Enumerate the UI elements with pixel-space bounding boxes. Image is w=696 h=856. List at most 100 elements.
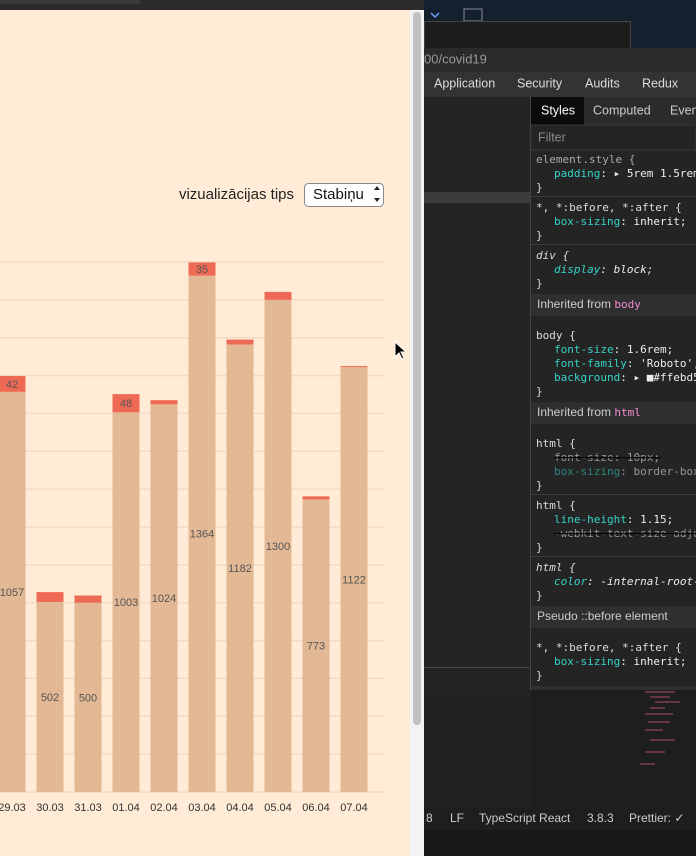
status-bar <box>424 808 696 830</box>
value-label: 1057 <box>0 587 24 599</box>
bar-segment <box>188 262 216 276</box>
styles: element.style {padding: ▸ 5rem 1.5rem;} *… <box>531 153 696 703</box>
bar-segment <box>74 602 102 792</box>
minimap <box>640 691 680 765</box>
property: box-sizing <box>554 465 620 478</box>
elements-pane <box>424 97 531 690</box>
bar-segment <box>302 499 330 792</box>
status-item[interactable]: 3.8.3 <box>587 811 614 825</box>
x-tick-label: 29.03 <box>0 802 26 814</box>
value-label: 1024 <box>152 593 176 605</box>
declaration: font-size: 1.6rem; <box>554 343 673 356</box>
selector: html { <box>536 437 576 450</box>
value: : ▸ ■#ffebd5 <box>620 371 696 384</box>
x-tick-label: 04.04 <box>226 802 254 814</box>
tab[interactable]: Security <box>517 76 563 90</box>
filter[interactable]: Filter <box>538 130 566 144</box>
active-tab <box>531 97 584 125</box>
select-value: Stabiņu <box>313 186 364 203</box>
value: : ▸ 5rem 1.5rem; <box>600 167 696 180</box>
control-label: vizualizācijas tips <box>179 186 294 203</box>
declaration: padding: ▸ 5rem 1.5rem; <box>554 167 696 180</box>
section-text: Pseudo ::after element <box>537 689 658 703</box>
editor-side <box>424 690 531 808</box>
tab[interactable]: Audits <box>585 76 620 90</box>
value: : -internal-root- <box>587 575 696 588</box>
section-text: Inherited from <box>537 405 614 419</box>
tab[interactable]: Application <box>434 76 495 90</box>
close-brace: } <box>536 589 543 602</box>
declaration: background: ▸ ■#ffebd5 <box>554 371 696 384</box>
declaration: font-size: 10px; <box>554 451 660 464</box>
bar-segment <box>112 394 140 413</box>
bar-segment <box>74 595 102 603</box>
bar-segment <box>226 344 254 792</box>
value-label: 42 <box>6 379 18 391</box>
scrollbar-thumb <box>413 12 421 725</box>
declaration: box-sizing: border-box <box>554 465 696 478</box>
x-tick-label: 02.04 <box>150 802 178 814</box>
bar-segment <box>226 339 254 345</box>
selector: *, *:before, *:after { <box>536 201 682 214</box>
section-from: html <box>614 406 641 419</box>
value-label: 48 <box>120 398 132 410</box>
bar-segment <box>150 400 178 405</box>
declaration: -webkit-text-size-adju <box>554 527 696 540</box>
declaration: display: block; <box>554 263 653 276</box>
section-from: body <box>614 298 641 311</box>
chevron <box>430 12 440 19</box>
bar-segment <box>264 299 292 792</box>
style-tab[interactable]: Styles <box>541 103 575 117</box>
value-label: 35 <box>196 264 208 276</box>
close-brace: } <box>536 385 543 398</box>
selector: body { <box>536 329 576 342</box>
selected-row <box>424 192 531 203</box>
close-brace: } <box>536 669 543 682</box>
value: : border-box <box>620 465 696 478</box>
value: : 10px; <box>614 451 660 464</box>
selector: *, *:before, *:after { <box>536 641 682 654</box>
value-label: 773 <box>307 641 325 653</box>
tab[interactable]: Redux <box>642 76 679 90</box>
value: : 1.6rem; <box>614 343 674 356</box>
declaration: font-family: 'Roboto', <box>554 357 696 370</box>
value-label: 500 <box>79 692 97 704</box>
declaration: box-sizing: inherit; <box>554 655 686 668</box>
select-arrows <box>374 186 380 202</box>
x-tick-label: 31.03 <box>74 802 102 814</box>
selector: element.style { <box>536 153 635 166</box>
value-label: 502 <box>41 692 59 704</box>
close-brace: } <box>536 229 543 242</box>
window <box>424 21 631 50</box>
status-item[interactable]: Prettier: ✓ <box>629 811 684 825</box>
property: -webkit-text-size-adju <box>554 527 696 540</box>
selector: div { <box>536 249 569 262</box>
value-label: 1122 <box>342 575 366 587</box>
style-tab[interactable]: Even <box>670 103 696 117</box>
close-brace: } <box>536 181 543 194</box>
property: font-size <box>554 451 614 464</box>
status-item[interactable]: LF <box>450 811 464 825</box>
status-item[interactable]: 8 <box>426 811 433 825</box>
declaration: box-sizing: inherit; <box>554 215 686 228</box>
x-tick-label: 03.04 <box>188 802 216 814</box>
url: 00/covid19 <box>424 51 487 66</box>
x-tick-label: 06.04 <box>302 802 330 814</box>
value: : inherit; <box>620 655 686 668</box>
value-label: 1300 <box>266 541 290 553</box>
close-brace: } <box>536 541 543 554</box>
bar-segment <box>264 291 292 300</box>
close-brace: } <box>536 277 543 290</box>
declaration: line-height: 1.15; <box>554 513 673 526</box>
bar-segment <box>150 404 178 792</box>
filter-box <box>530 124 696 151</box>
bar-segment <box>188 275 216 793</box>
style-tab[interactable]: Computed <box>593 103 651 117</box>
status-item[interactable]: TypeScript React <box>479 811 571 825</box>
browser-tab <box>0 0 140 4</box>
chart: 1057 42 29.03 502 30.03 500 31.03 1003 48 01.04 10… <box>0 261 384 814</box>
url-bar <box>424 48 696 72</box>
select[interactable] <box>304 183 384 207</box>
bar-segment <box>112 412 140 792</box>
value-label: 1182 <box>228 563 252 575</box>
